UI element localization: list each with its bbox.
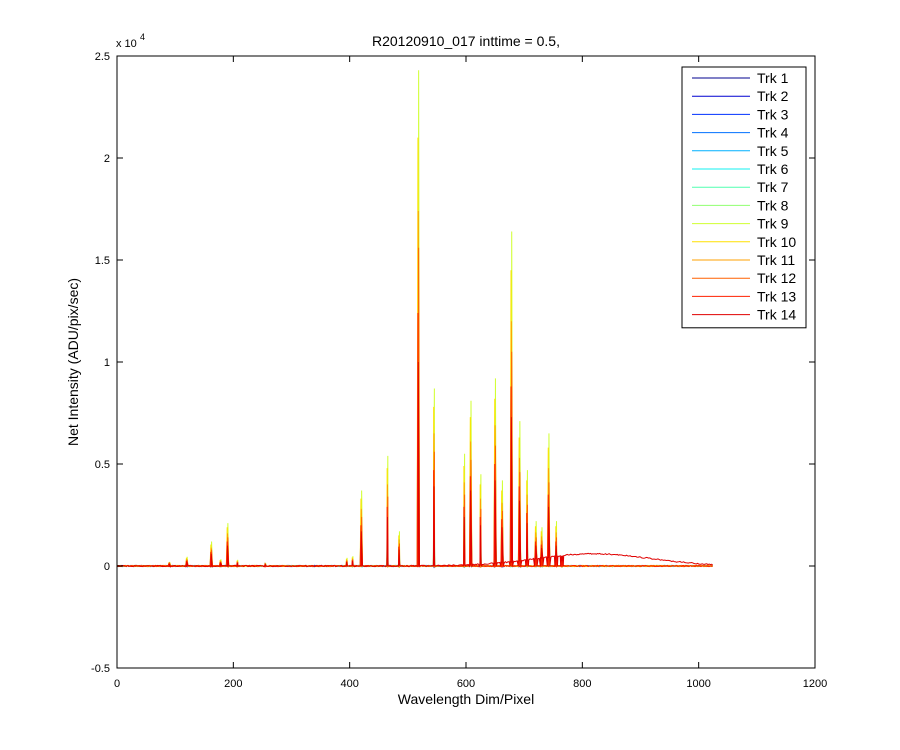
legend-label: Trk 4 bbox=[757, 125, 789, 141]
legend-label: Trk 12 bbox=[757, 270, 796, 286]
y-tick-label: 1.5 bbox=[95, 255, 110, 267]
y-exponent-label: x 10 bbox=[116, 38, 137, 50]
legend-label: Trk 14 bbox=[757, 307, 796, 323]
x-tick-label: 0 bbox=[114, 678, 120, 690]
y-tick-label: -0.5 bbox=[91, 663, 110, 675]
legend-box bbox=[681, 66, 807, 329]
y-tick-label: 2.5 bbox=[95, 51, 110, 63]
x-tick-label: 1200 bbox=[803, 678, 827, 690]
legend-label: Trk 2 bbox=[757, 88, 789, 104]
x-tick-label: 800 bbox=[573, 678, 591, 690]
x-tick-label: 400 bbox=[340, 678, 358, 690]
x-tick-label: 600 bbox=[457, 678, 475, 690]
legend: Trk 1 Trk 2 Trk 3 Trk 4 Trk 5 Trk 6 Trk 7 Trk 8… bbox=[681, 66, 807, 329]
series-line-trk-14 bbox=[116, 361, 713, 569]
series-lines bbox=[116, 70, 713, 569]
legend-label: Trk 1 bbox=[757, 70, 789, 86]
legend-label: Trk 6 bbox=[757, 161, 789, 177]
chart-title: R20120910_017 inttime = 0.5, bbox=[372, 33, 560, 49]
legend-label: Trk 5 bbox=[757, 143, 789, 159]
legend-label: Trk 8 bbox=[757, 197, 789, 213]
legend-label: Trk 10 bbox=[757, 234, 796, 250]
y-tick-label: 1 bbox=[104, 357, 110, 369]
legend-label: Trk 13 bbox=[757, 288, 796, 304]
x-tick-label: 1000 bbox=[686, 678, 710, 690]
legend-label: Trk 3 bbox=[757, 106, 789, 122]
legend-label: Trk 11 bbox=[757, 252, 795, 268]
y-axis: -0.5 0 0.5 1 1.5 2 2.5 bbox=[91, 51, 815, 675]
y-tick-label: 0.5 bbox=[95, 459, 110, 471]
x-axis: 0 200 400 600 800 1000 1200 bbox=[114, 56, 827, 690]
legend-label: Trk 7 bbox=[757, 179, 789, 195]
y-axis-label: Net Intensity (ADU/pix/sec) bbox=[65, 278, 81, 446]
y-tick-label: 0 bbox=[104, 561, 110, 573]
legend-label: Trk 9 bbox=[757, 216, 789, 232]
y-exponent-power: 4 bbox=[140, 32, 145, 42]
x-tick-label: 200 bbox=[224, 678, 242, 690]
y-tick-label: 2 bbox=[104, 153, 110, 165]
x-axis-label: Wavelength Dim/Pixel bbox=[398, 691, 534, 707]
